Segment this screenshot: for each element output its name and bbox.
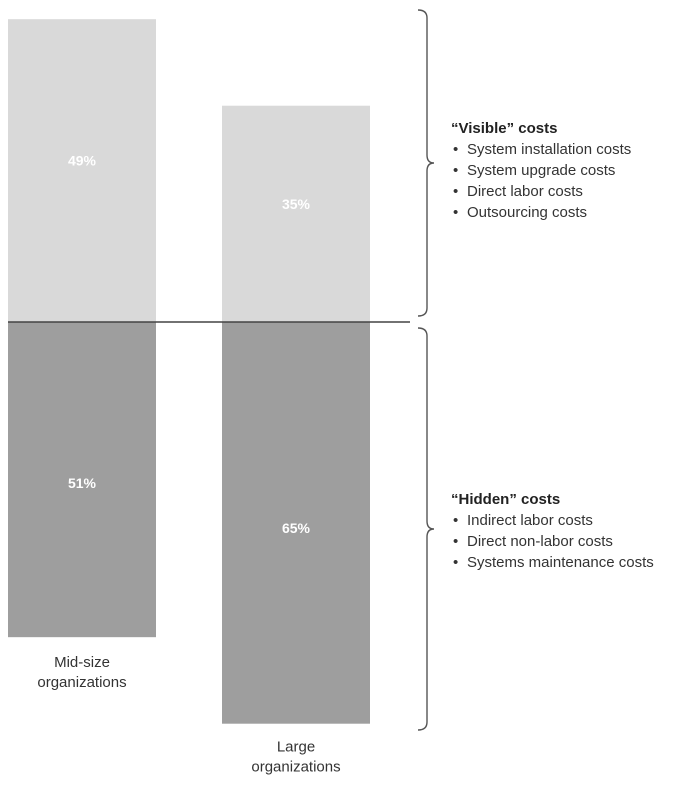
bar-visible-segment [8, 19, 156, 323]
hidden-costs-list: Indirect labor costs Direct non-labor co… [451, 510, 654, 573]
visible-cost-item: System installation costs [451, 139, 631, 160]
category-label: Mid-size [54, 654, 110, 671]
visible-cost-item: System upgrade costs [451, 160, 631, 181]
bar-visible-segment [222, 105, 370, 322]
hidden-costs-annotation: “Hidden” costs Indirect labor costs Dire… [451, 489, 654, 573]
visible-costs-list: System installation costs System upgrade… [451, 139, 631, 223]
labels-layer: 49% 51% Mid-size organizations 35% 65% Large or… [37, 153, 340, 776]
visible-costs-title: “Visible” costs [451, 120, 558, 137]
bar-hidden-segment [222, 322, 370, 724]
bar-value-label: 51% [68, 475, 97, 491]
category-label: organizations [37, 674, 126, 691]
visible-cost-item: Outsourcing costs [451, 202, 631, 223]
hidden-costs-bracket [417, 327, 435, 731]
hidden-costs-title: “Hidden” costs [451, 491, 561, 508]
bar-value-label: 35% [282, 196, 311, 212]
bar-value-label: 49% [68, 153, 97, 169]
category-label: organizations [251, 759, 340, 776]
visible-costs-annotation: “Visible” costs System installation cost… [451, 118, 631, 223]
hidden-cost-item: Direct non-labor costs [451, 531, 654, 552]
bar-hidden-segment [8, 322, 156, 638]
bars-layer [8, 19, 370, 724]
visible-cost-item: Direct labor costs [451, 181, 631, 202]
visible-costs-bracket [417, 9, 435, 317]
hidden-cost-item: Indirect labor costs [451, 510, 654, 531]
hidden-cost-item: Systems maintenance costs [451, 552, 654, 573]
bar-value-label: 65% [282, 520, 311, 536]
category-label: Large [277, 739, 315, 756]
